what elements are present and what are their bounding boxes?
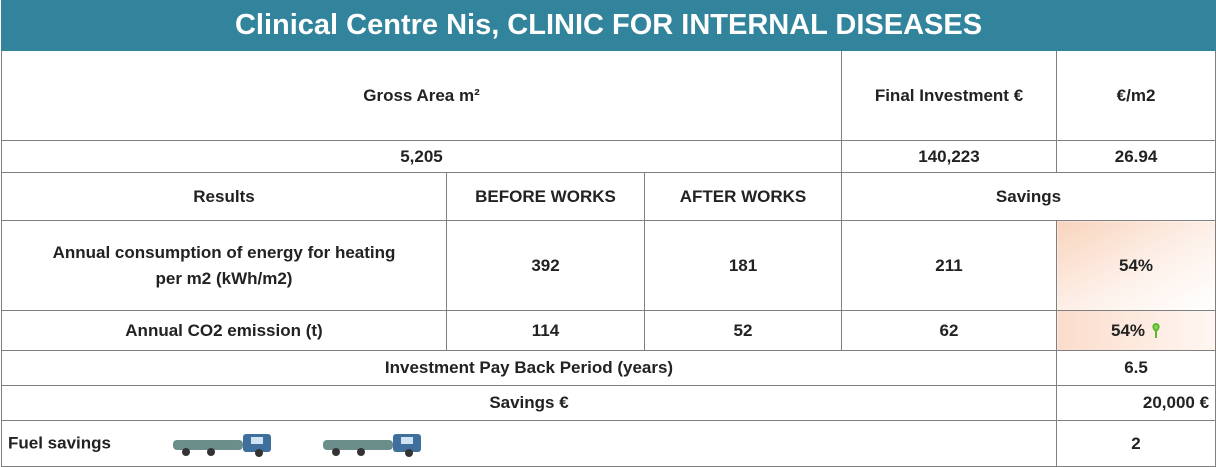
fuel-label: Fuel savings [8,432,111,452]
column-header: AFTER WORKS [644,172,842,221]
row-label: Annual consumption of energy for heating… [1,220,447,311]
savings-value: 20,000 € [1055,385,1216,421]
savings-label: Savings € [1,385,1057,421]
cell: 52 [644,310,842,351]
gross-area-label: Gross Area m² [1,50,842,141]
title: Clinical Centre Nis, CLINIC FOR INTERNAL… [0,0,1216,51]
row-label: Annual CO2 emission (t) [1,310,447,351]
truck-icon [322,433,421,457]
per-m2-label: €/m2 [1055,50,1216,141]
cell: 211 [841,220,1057,311]
payback-value: 6.5 [1055,350,1216,386]
per-m2-value: 26.94 [1055,140,1216,173]
fuel-row: Fuel savings [1,420,1057,467]
investment-label: Final Investment € [841,50,1057,141]
cell-text: 54% [1111,320,1146,340]
column-header: Savings [840,172,1216,221]
truck-icon [172,433,271,457]
cell: 114 [446,310,645,351]
cell: 181 [644,220,842,311]
column-header: Results [1,172,447,221]
fuel-value: 2 [1055,420,1216,467]
cell: 54% [1055,310,1216,351]
payback-label: Investment Pay Back Period (years) [1,350,1057,386]
gross-area-value: 5,205 [1,140,842,173]
column-header: BEFORE WORKS [446,172,645,221]
leaf-icon [1152,323,1160,339]
cell: 392 [446,220,645,311]
cell: 62 [841,310,1057,351]
investment-value: 140,223 [841,140,1057,173]
cell: 54% [1055,220,1216,311]
